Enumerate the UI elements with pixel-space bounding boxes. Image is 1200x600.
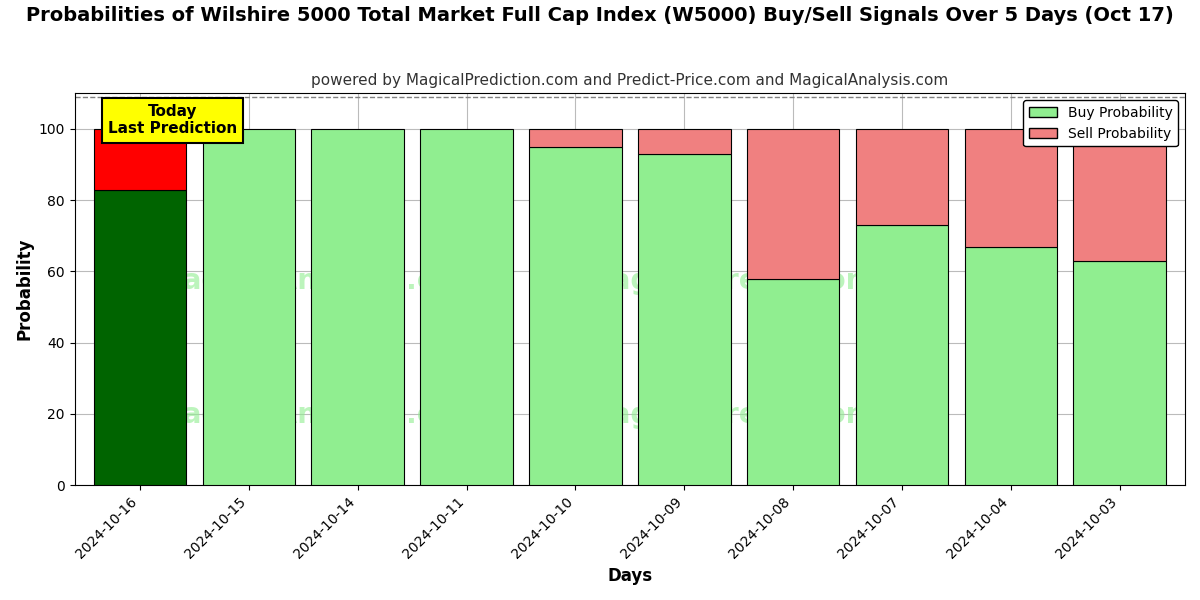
Text: Today
Last Prediction: Today Last Prediction — [108, 104, 238, 136]
Y-axis label: Probability: Probability — [16, 238, 34, 340]
Bar — [312, 129, 404, 485]
Bar — [529, 129, 622, 147]
Text: MagicalAnalysis.com: MagicalAnalysis.com — [156, 401, 482, 428]
Bar — [529, 147, 622, 485]
Bar — [203, 129, 295, 485]
Bar — [965, 247, 1057, 485]
Bar — [94, 129, 186, 190]
Text: MagicalAnalysis.com: MagicalAnalysis.com — [156, 268, 482, 295]
Bar — [1074, 261, 1166, 485]
Bar — [856, 129, 948, 225]
Text: Probabilities of Wilshire 5000 Total Market Full Cap Index (W5000) Buy/Sell Sign: Probabilities of Wilshire 5000 Total Mar… — [26, 6, 1174, 25]
Bar — [1074, 129, 1166, 261]
Bar — [965, 129, 1057, 247]
Text: MagicalPrediction.com: MagicalPrediction.com — [584, 268, 941, 295]
Bar — [638, 129, 731, 154]
Bar — [420, 129, 512, 485]
Bar — [94, 190, 186, 485]
Bar — [746, 129, 839, 278]
X-axis label: Days: Days — [607, 567, 653, 585]
Text: MagicalPrediction.com: MagicalPrediction.com — [584, 401, 941, 428]
Bar — [638, 154, 731, 485]
Bar — [746, 278, 839, 485]
Bar — [856, 225, 948, 485]
Title: powered by MagicalPrediction.com and Predict-Price.com and MagicalAnalysis.com: powered by MagicalPrediction.com and Pre… — [311, 73, 948, 88]
Legend: Buy Probability, Sell Probability: Buy Probability, Sell Probability — [1024, 100, 1178, 146]
